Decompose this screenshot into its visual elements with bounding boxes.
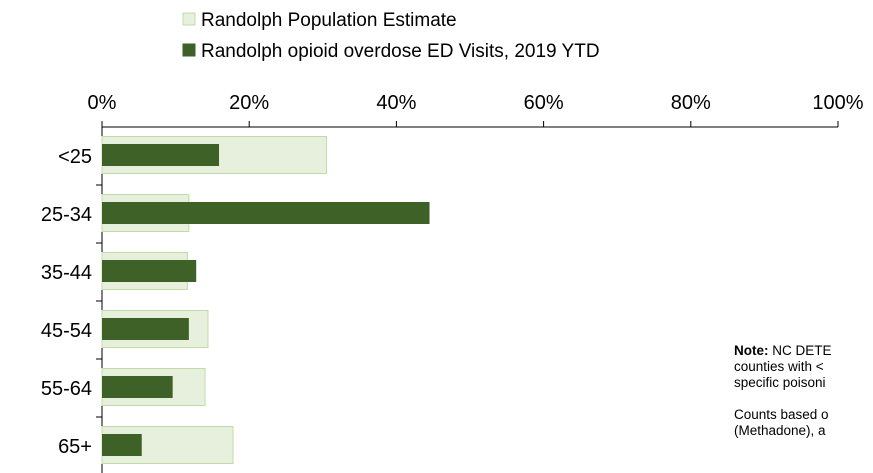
x-tick-label: 40%	[376, 92, 416, 114]
ed-visits-bar	[102, 260, 197, 282]
x-tick-label: 60%	[524, 92, 564, 114]
category-label: 35-44	[41, 262, 92, 284]
note-paragraph-1: Note: NC DETE counties with < specific poi…	[734, 343, 873, 391]
legend-label-1: Randolph Population Estimate	[201, 10, 457, 31]
note-paragraph-2: Counts based o (Methadone), a	[734, 407, 873, 439]
x-tick-label: 0%	[88, 92, 117, 114]
x-tick-label: 20%	[229, 92, 269, 114]
note-line-1: NC DETE	[768, 343, 832, 358]
legend-swatch-1	[182, 12, 196, 26]
note-label: Note:	[734, 343, 769, 358]
category-label: <25	[58, 146, 92, 168]
ed-visits-bar	[102, 202, 430, 224]
y-axis: <25 25-34 35-44 45-54 55-64 65+	[41, 127, 103, 473]
ed-visits-bar	[102, 144, 220, 166]
note-line-4: Counts based o	[734, 407, 829, 422]
category-label: 25-34	[41, 204, 92, 226]
x-axis: 0% 20% 40% 60% 80% 100%	[88, 92, 864, 128]
ed-visits-bar	[102, 318, 189, 340]
ed-visits-bar	[102, 376, 173, 398]
legend: Randolph Population Estimate Randolph opi…	[182, 10, 600, 62]
category-label: 55-64	[41, 378, 92, 400]
category-label: 45-54	[41, 320, 92, 342]
x-tick-label: 80%	[671, 92, 711, 114]
category-label: 65+	[58, 436, 92, 458]
note-line-3: specific poisoni	[734, 375, 826, 390]
note-line-2: counties with <	[734, 359, 824, 374]
x-tick-label: 100%	[812, 92, 863, 114]
note-line-5: (Methadone), a	[734, 423, 826, 438]
bars	[101, 136, 430, 464]
note-text: Note: NC DETE counties with < specific poi…	[734, 343, 873, 473]
ed-visits-bar	[102, 434, 142, 456]
legend-label-2: Randolph opioid overdose ED Visits, 2019…	[201, 41, 600, 62]
legend-swatch-2	[182, 43, 196, 57]
